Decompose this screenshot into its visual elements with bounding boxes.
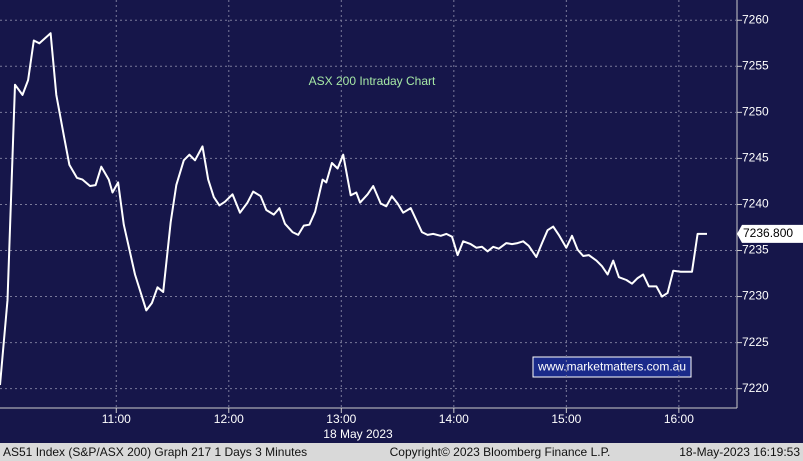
last-price-box <box>737 224 803 243</box>
y-tick-label: 7235 <box>742 243 769 257</box>
footer-bar <box>0 443 803 461</box>
x-tick-label: 14:00 <box>439 412 469 426</box>
y-tick-label: 7240 <box>742 197 769 211</box>
footer-center: Copyright© 2023 Bloomberg Finance L.P. <box>390 445 611 459</box>
x-tick-label: 16:00 <box>664 412 694 426</box>
y-tick-label: 7230 <box>742 289 769 303</box>
y-tick-label: 7260 <box>742 12 769 26</box>
watermark-box <box>532 356 692 378</box>
footer-right: 18-May-2023 16:19:53 <box>679 445 800 459</box>
footer-left: AS51 Index (S&P/ASX 200) Graph 217 1 Day… <box>3 445 307 459</box>
y-tick-label: 7220 <box>742 381 769 395</box>
last-price-label: 7236.800 <box>743 226 793 240</box>
x-tick-label: 11:00 <box>102 412 131 426</box>
x-tick-label: 12:00 <box>214 412 244 426</box>
y-tick-label: 7225 <box>742 335 769 349</box>
y-tick-label: 7255 <box>742 58 769 72</box>
watermark: www.marketmatters.com.au <box>537 360 686 374</box>
price-line <box>0 32 707 386</box>
y-tick-label: 7245 <box>742 151 769 165</box>
x-axis-title: 18 May 2023 <box>323 427 393 441</box>
x-tick-label: 15:00 <box>551 412 581 426</box>
y-tick-label: 7250 <box>742 105 769 119</box>
chart-title: ASX 200 Intraday Chart <box>309 74 436 88</box>
x-tick-label: 13:00 <box>326 412 356 426</box>
